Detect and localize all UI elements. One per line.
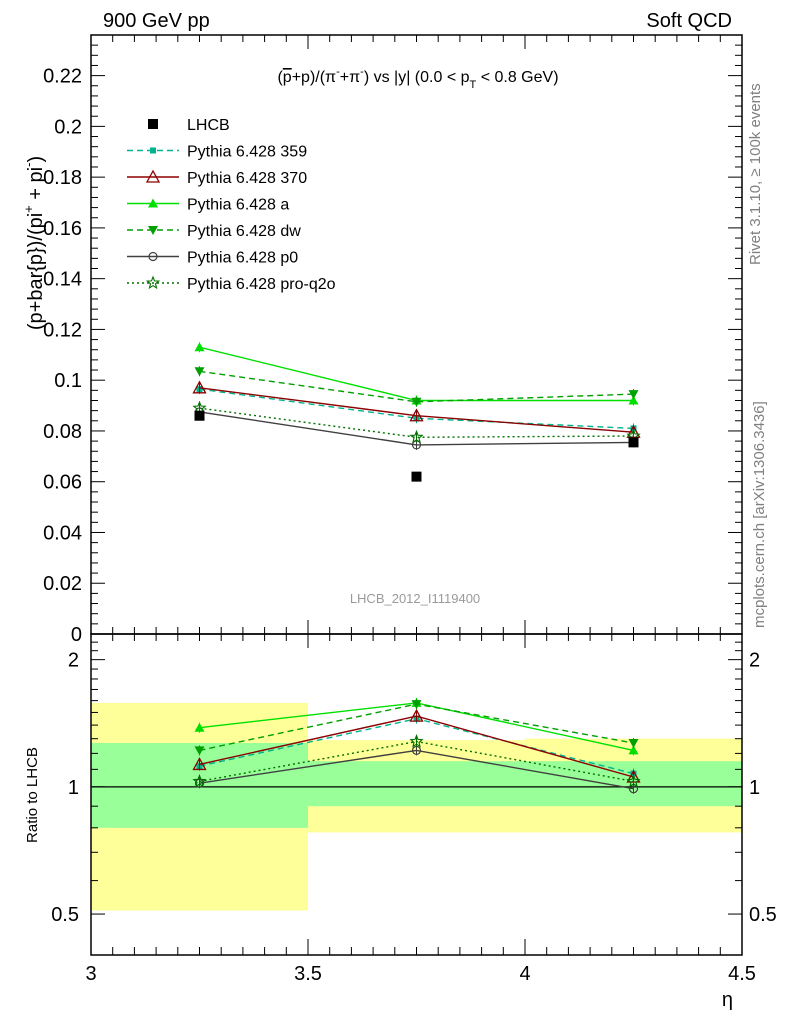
ratio-y-tick-label-right-2: 2 — [749, 650, 760, 672]
x-tick-label-3: 4.5 — [728, 963, 756, 985]
legend-marker-3 — [148, 198, 158, 208]
legend: LHCB Pythia 6.428 359 Pythia 6.428 370 Pyth… — [127, 117, 336, 293]
analysis-id: LHCB_2012_I1119400 — [350, 591, 480, 606]
chart-title: (p+p)/(π-+π-) vs |y| (0.0 < pT < 0.8 GeV… — [277, 66, 558, 91]
header-left: 900 GeV pp — [103, 10, 210, 32]
y-tick-label-2: 0.04 — [43, 522, 82, 544]
y-tick-label-3: 0.06 — [43, 472, 82, 494]
ratio-y-tick-label-left-2: 2 — [68, 650, 79, 672]
ratio-band-green-1 — [308, 761, 525, 807]
reference-point-2 — [628, 437, 639, 448]
legend-label-5: Pythia 6.428 p0 — [187, 250, 298, 267]
y-tick-label-9: 0.18 — [43, 167, 82, 189]
y-tick-label-4: 0.08 — [43, 421, 82, 443]
legend-marker-6 — [145, 275, 161, 290]
ratio-panel: 0.5 0.5 1 1 2 2 3 3.5 4 4.5 Ratio to LHCB η — [24, 633, 777, 1011]
legend-marker-0 — [148, 119, 158, 129]
y-tick-label-6: 0.12 — [43, 319, 82, 341]
legend-label-4: Pythia 6.428 dw — [187, 223, 301, 240]
side-text-top: Rivet 3.1.10, ≥ 100k events — [747, 83, 764, 265]
ratio-point-1-1 — [409, 708, 424, 722]
y-tick-label-10: 0.2 — [54, 116, 82, 138]
series-point-1-1 — [409, 408, 424, 422]
series-point-2-0 — [194, 342, 205, 352]
ratio-y-tick-label-left-0: 0.5 — [51, 904, 79, 926]
ratio-y-axis-label: Ratio to LHCB — [24, 747, 41, 843]
series-point-3-0 — [194, 367, 205, 377]
y-tick-label-8: 0.16 — [43, 218, 82, 240]
series-point-2-2 — [628, 395, 639, 405]
series-line-3 — [199, 370, 634, 403]
reference-point-1 — [411, 471, 422, 482]
ratio-point-5-0 — [192, 773, 207, 788]
x-tick-label-0: 3 — [85, 963, 96, 985]
header-right: Soft QCD — [646, 10, 732, 32]
series-point-3-2 — [628, 390, 639, 400]
ratio-point-3-1 — [411, 700, 422, 710]
ratio-y-tick-label-left-1: 1 — [68, 777, 79, 799]
y-tick-label-11: 0.22 — [43, 66, 82, 88]
x-tick-label-1: 3.5 — [294, 963, 322, 985]
series-line-0 — [199, 388, 634, 430]
y-tick-label-0: 0 — [71, 624, 82, 646]
ratio-y-tick-label-right-0: 0.5 — [749, 904, 777, 926]
ratio-y-tick-label-right-1: 1 — [749, 777, 760, 799]
y-tick-label-5: 0.1 — [54, 370, 82, 392]
series-point-3-1 — [411, 397, 422, 407]
series-point-5-1 — [409, 429, 424, 444]
legend-label-6: Pythia 6.428 pro-q2o — [187, 276, 336, 293]
ratio-point-2-2 — [628, 745, 639, 755]
legend-label-0: LHCB — [187, 117, 230, 134]
legend-marker-5 — [148, 251, 158, 262]
title-pbar: p — [283, 69, 292, 86]
ratio-point-5-1 — [409, 733, 424, 748]
x-axis-label: η — [722, 989, 733, 1011]
ratio-point-2-0 — [194, 722, 205, 732]
main-panel: 0 0.02 0.04 0.06 0.08 0.1 0.12 0.14 0.16 0.18 0.2 0… — [21, 34, 743, 646]
ratio-point-3-0 — [194, 746, 205, 756]
y-tick-label-7: 0.14 — [43, 269, 82, 291]
ratio-point-5-2 — [626, 773, 641, 788]
x-tick-label-2: 4 — [519, 963, 530, 985]
ratio-point-1-0 — [192, 757, 207, 771]
legend-label-2: Pythia 6.428 370 — [187, 170, 307, 187]
side-text-bottom: mcplots.cern.ch [arXiv:1306.3436] — [751, 401, 768, 628]
series-point-5-0 — [192, 400, 207, 415]
series-point-1-0 — [192, 380, 207, 394]
ratio-point-3-2 — [628, 738, 639, 748]
legend-marker-4 — [148, 226, 158, 235]
legend-marker-1 — [150, 147, 156, 154]
legend-marker-2 — [145, 169, 161, 183]
series-line-2 — [199, 346, 634, 402]
y-axis-label: (p+bar{p})/(pi+ + pi-) — [21, 156, 47, 330]
y-tick-label-1: 0.02 — [43, 573, 82, 595]
reference-point-0 — [194, 410, 205, 421]
legend-label-3: Pythia 6.428 a — [187, 197, 289, 214]
legend-label-1: Pythia 6.428 359 — [187, 144, 307, 161]
